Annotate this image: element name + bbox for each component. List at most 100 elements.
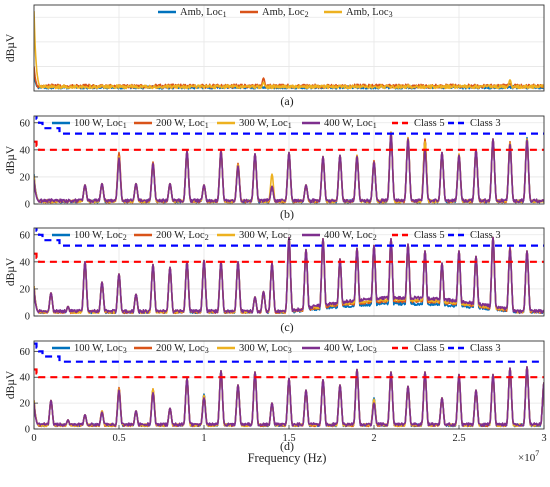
axes-frame — [33, 4, 545, 92]
legend-item: 200 W, Loc2 — [134, 230, 209, 242]
y-axis-label: dBµV — [5, 33, 17, 62]
legend: 100 W, Loc2 200 W, Loc2 300 W, Loc2 400 W, … — [52, 230, 501, 242]
legend-label: 300 W, Loc3 — [239, 343, 292, 355]
series-line — [34, 132, 544, 203]
plot-area — [34, 116, 544, 204]
legend-item: 300 W, Loc1 — [217, 118, 292, 130]
legend-item: 200 W, Loc1 — [134, 118, 209, 130]
legend-item: Class 3 — [448, 230, 501, 241]
x-tick-label: 1.5 — [282, 433, 295, 444]
y-tick-label: 40 — [20, 257, 31, 268]
legend-label: 200 W, Loc1 — [156, 118, 209, 130]
panel-caption: (b) — [280, 207, 294, 221]
x-tick-label: 2 — [371, 433, 376, 444]
y-tick-label: 20 — [20, 172, 31, 183]
y-tick-label: 20 — [20, 399, 31, 410]
legend-label: 200 W, Loc3 — [156, 343, 209, 355]
x-tick-label: 3 — [541, 433, 546, 444]
legend-item: Amb, Loc1 — [158, 7, 227, 19]
axes-frame — [33, 115, 545, 205]
legend: 100 W, Loc3 200 W, Loc3 300 W, Loc3 400 W, … — [52, 343, 501, 355]
y-tick-label: 0 — [25, 425, 30, 436]
legend-label: 400 W, Loc2 — [324, 230, 377, 242]
series-line — [34, 342, 544, 363]
legend-item: 100 W, Loc1 — [52, 118, 127, 130]
panel-3: 0 20 40 60 dBµV (c) 100 W, Loc2 200 W, Loc2 300 … — [5, 227, 545, 334]
panel-caption: (c) — [280, 320, 293, 334]
legend-item: Amb, Loc3 — [324, 7, 393, 19]
legend-label: 100 W, Loc1 — [74, 118, 127, 130]
y-tick-label: 60 — [20, 118, 31, 129]
legend-label: Class 5 — [414, 343, 445, 354]
series-line — [35, 116, 544, 135]
legend-label: Class 3 — [470, 118, 501, 129]
legend-item: 400 W, Loc1 — [302, 118, 377, 130]
legend-label: 200 W, Loc2 — [156, 230, 209, 242]
series-line — [34, 252, 544, 263]
plot-area — [34, 228, 544, 315]
plot-area — [34, 342, 544, 428]
legend: Amb, Loc1 Amb, Loc2 Amb, Loc3 — [158, 7, 393, 19]
y-tick-label: 60 — [20, 230, 31, 241]
y-tick-label: 60 — [20, 347, 31, 358]
panel-caption: (d) — [280, 439, 294, 453]
y-axis-label: dBµV — [5, 370, 17, 399]
legend-item: 200 W, Loc3 — [134, 343, 209, 355]
y-tick-label: 40 — [20, 373, 31, 384]
x-tick-label: 1 — [201, 433, 206, 444]
y-axis-label: dBµV — [5, 257, 17, 286]
x-tick-label: 2.5 — [452, 433, 465, 444]
panel-1: dBµV (a) Amb, Loc1 Amb, Loc2 Amb, Loc3 — [5, 4, 545, 108]
legend-item: Class 5 — [392, 343, 445, 354]
legend-item: Class 3 — [448, 343, 501, 354]
grid — [34, 5, 544, 91]
y-tick-label: 0 — [25, 312, 30, 323]
series-line — [34, 236, 544, 314]
legend-label: 100 W, Loc2 — [74, 230, 127, 242]
panel-4: 0 20 40 60 0 0.5 1 1.5 2 2.5 3 dBµV (d) 100 W, Loc3 20… — [5, 340, 547, 453]
legend-label: Class 3 — [470, 343, 501, 354]
legend-item: 400 W, Loc2 — [302, 230, 377, 242]
legend-item: 300 W, Loc3 — [217, 343, 292, 355]
legend-label: 400 W, Loc3 — [324, 343, 377, 355]
legend-label: 300 W, Loc2 — [239, 230, 292, 242]
legend-item: 300 W, Loc2 — [217, 230, 292, 242]
panel-2: 0 20 40 60 dBµV (b) 100 W, Loc1 200 W, Loc1 300 … — [5, 115, 545, 221]
legend-label: Amb, Loc3 — [346, 7, 393, 19]
x-axis-multiplier-base: ×10 — [518, 452, 536, 464]
series-line — [35, 228, 544, 247]
x-tick-label: 0.5 — [112, 433, 125, 444]
grid — [34, 341, 544, 429]
legend-label: 400 W, Loc1 — [324, 118, 377, 130]
series-line — [34, 368, 544, 379]
legend-label: 300 W, Loc1 — [239, 118, 292, 130]
legend-label: 100 W, Loc3 — [74, 343, 127, 355]
series-line — [34, 140, 544, 151]
legend-item: 100 W, Loc3 — [52, 343, 127, 355]
series-line — [34, 366, 544, 427]
x-tick-label: 0 — [31, 433, 36, 444]
x-axis-multiplier-exp: 7 — [535, 449, 539, 458]
axes-frame — [33, 227, 545, 317]
legend-label: Amb, Loc1 — [180, 7, 227, 19]
y-tick-label: 0 — [25, 200, 30, 211]
legend: 100 W, Loc1 200 W, Loc1 300 W, Loc1 400 W, … — [52, 118, 501, 130]
legend-item: 100 W, Loc2 — [52, 230, 127, 242]
panels: dBµV(a)Amb, Loc1 Amb, Loc2 Amb, Loc3020406… — [5, 4, 547, 453]
legend-item: Class 5 — [392, 118, 445, 129]
panel-caption: (a) — [280, 94, 293, 108]
legend-item: Class 5 — [392, 230, 445, 241]
y-tick-label: 40 — [20, 145, 31, 156]
legend-item: Class 3 — [448, 118, 501, 129]
legend-item: Amb, Loc2 — [240, 7, 309, 19]
legend-label: Class 5 — [414, 118, 445, 129]
y-axis-label: dBµV — [5, 145, 17, 174]
x-axis-label: Frequency (Hz) — [248, 451, 327, 465]
series-line — [34, 11, 544, 90]
legend-label: Amb, Loc2 — [262, 7, 309, 19]
legend-label: Class 3 — [470, 230, 501, 241]
y-tick-label: 20 — [20, 284, 31, 295]
legend-item: 400 W, Loc3 — [302, 343, 377, 355]
x-axis-multiplier: ×107 — [518, 449, 539, 464]
